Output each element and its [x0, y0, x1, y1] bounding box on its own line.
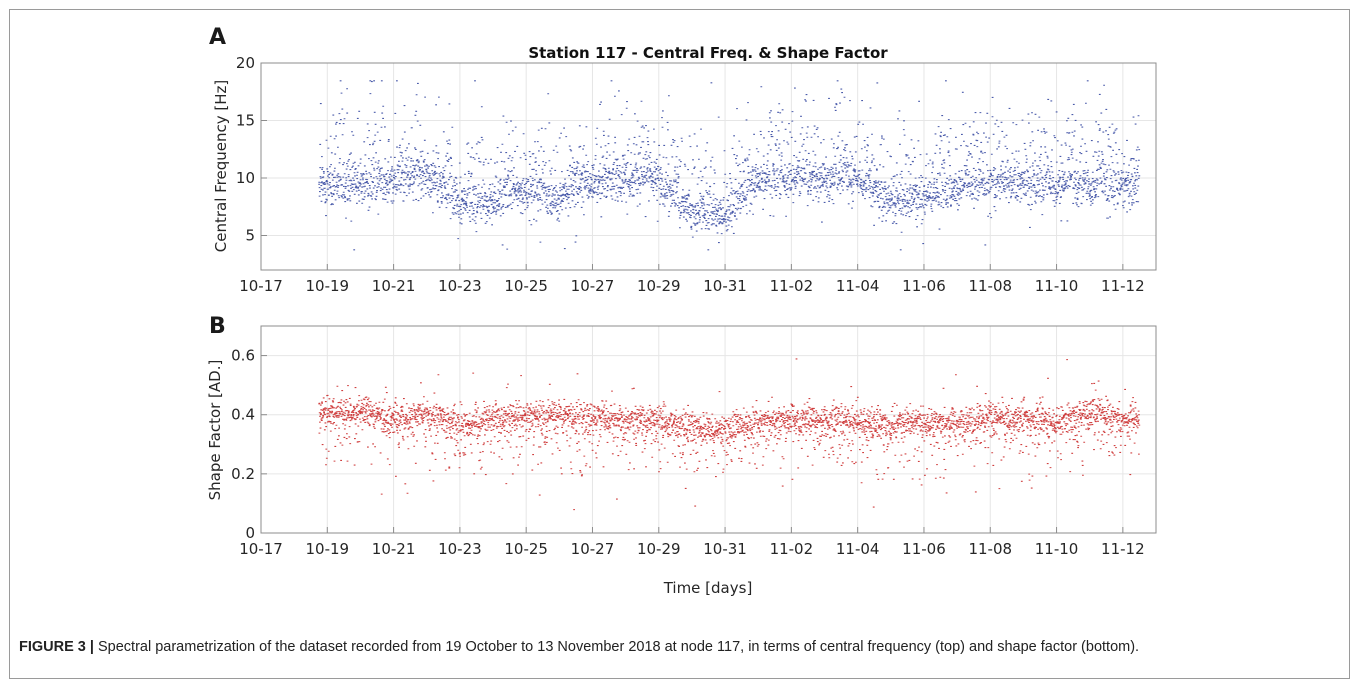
chart-figure: A Station 117 - Central Freq. & Shape Fa… [206, 25, 1157, 597]
x-tick-label: 10-31 [703, 277, 747, 295]
panel-a-points [318, 80, 1141, 251]
x-tick-label: 10-23 [438, 277, 482, 295]
x-tick-label: 10-17 [239, 540, 283, 558]
x-tick-label: 10-25 [504, 277, 548, 295]
x-tick-label: 10-17 [239, 277, 283, 295]
x-tick-label: 11-06 [902, 540, 946, 558]
panel-a-x-ticks: 10-17 10-19 10-21 10-23 10-25 10-27 10-29 10-31… [239, 264, 1145, 295]
y-tick-label: 20 [236, 54, 255, 72]
scatter-points [318, 80, 1141, 251]
y-tick-label: 0.6 [231, 347, 255, 365]
y-tick-label: 0.2 [231, 465, 255, 483]
x-tick-label: 10-29 [637, 277, 681, 295]
panel-a-grid [260, 62, 1156, 270]
panel-letter-a: A [209, 25, 226, 50]
panel-b-x-ticks: 10-17 10-19 10-21 10-23 10-25 10-27 10-29 10-31… [239, 527, 1145, 558]
x-tick-label: 10-21 [372, 540, 416, 558]
x-tick-label: 11-10 [1035, 277, 1079, 295]
x-tick-label: 11-02 [770, 540, 814, 558]
panel-b-x-axis-label: Time [days] [663, 579, 753, 597]
x-tick-label: 11-08 [968, 540, 1012, 558]
y-tick-label: 0 [245, 524, 255, 542]
panel-a-central-frequency: A Station 117 - Central Freq. & Shape Fa… [209, 25, 1157, 295]
y-tick-label: 0.4 [231, 406, 255, 424]
panel-a-y-axis-label: Central Frequency [Hz] [212, 80, 230, 253]
y-tick-label: 5 [245, 227, 255, 245]
x-tick-label: 10-27 [571, 540, 615, 558]
panel-b-y-ticks: 0 0.2 0.4 0.6 [231, 347, 267, 542]
x-tick-label: 11-12 [1101, 540, 1145, 558]
panel-b-grid [260, 326, 1156, 534]
x-tick-label: 11-12 [1101, 277, 1145, 295]
x-tick-label: 11-10 [1035, 540, 1079, 558]
x-tick-label: 11-06 [902, 277, 946, 295]
x-tick-label: 10-31 [703, 540, 747, 558]
x-tick-label: 10-19 [305, 277, 349, 295]
x-tick-label: 10-19 [305, 540, 349, 558]
panel-letter-b: B [209, 314, 226, 339]
x-tick-label: 11-08 [968, 277, 1012, 295]
x-tick-label: 10-23 [438, 540, 482, 558]
scatter-points [318, 358, 1141, 511]
y-tick-label: 10 [236, 169, 255, 187]
x-tick-label: 10-21 [372, 277, 416, 295]
plot-title: Station 117 - Central Freq. & Shape Fact… [528, 44, 888, 62]
x-tick-label: 11-02 [770, 277, 814, 295]
panel-b-axes-box [260, 325, 1157, 534]
x-tick-label: 11-04 [836, 540, 880, 558]
panel-b-points [318, 358, 1141, 511]
y-tick-label: 15 [236, 112, 255, 130]
panel-b-shape-factor: B 00.20.40.6 10-17 10-19 10-21 10-23 10-25 10… [206, 314, 1157, 597]
caption-text: Spectral parametrization of the dataset … [93, 639, 1140, 655]
panel-a-y-ticks: 5 10 15 20 [236, 54, 267, 245]
x-tick-label: 11-04 [836, 277, 880, 295]
x-tick-label: 10-29 [637, 540, 681, 558]
panel-b-y-axis-label: Shape Factor [AD.] [206, 360, 224, 501]
panel-a-axes-box [260, 62, 1157, 271]
x-tick-label: 10-25 [504, 540, 548, 558]
figure-caption: FIGURE 3 | Spectral parametrization of t… [19, 636, 1329, 658]
caption-label: FIGURE 3 | [19, 639, 94, 655]
x-tick-label: 10-27 [571, 277, 615, 295]
